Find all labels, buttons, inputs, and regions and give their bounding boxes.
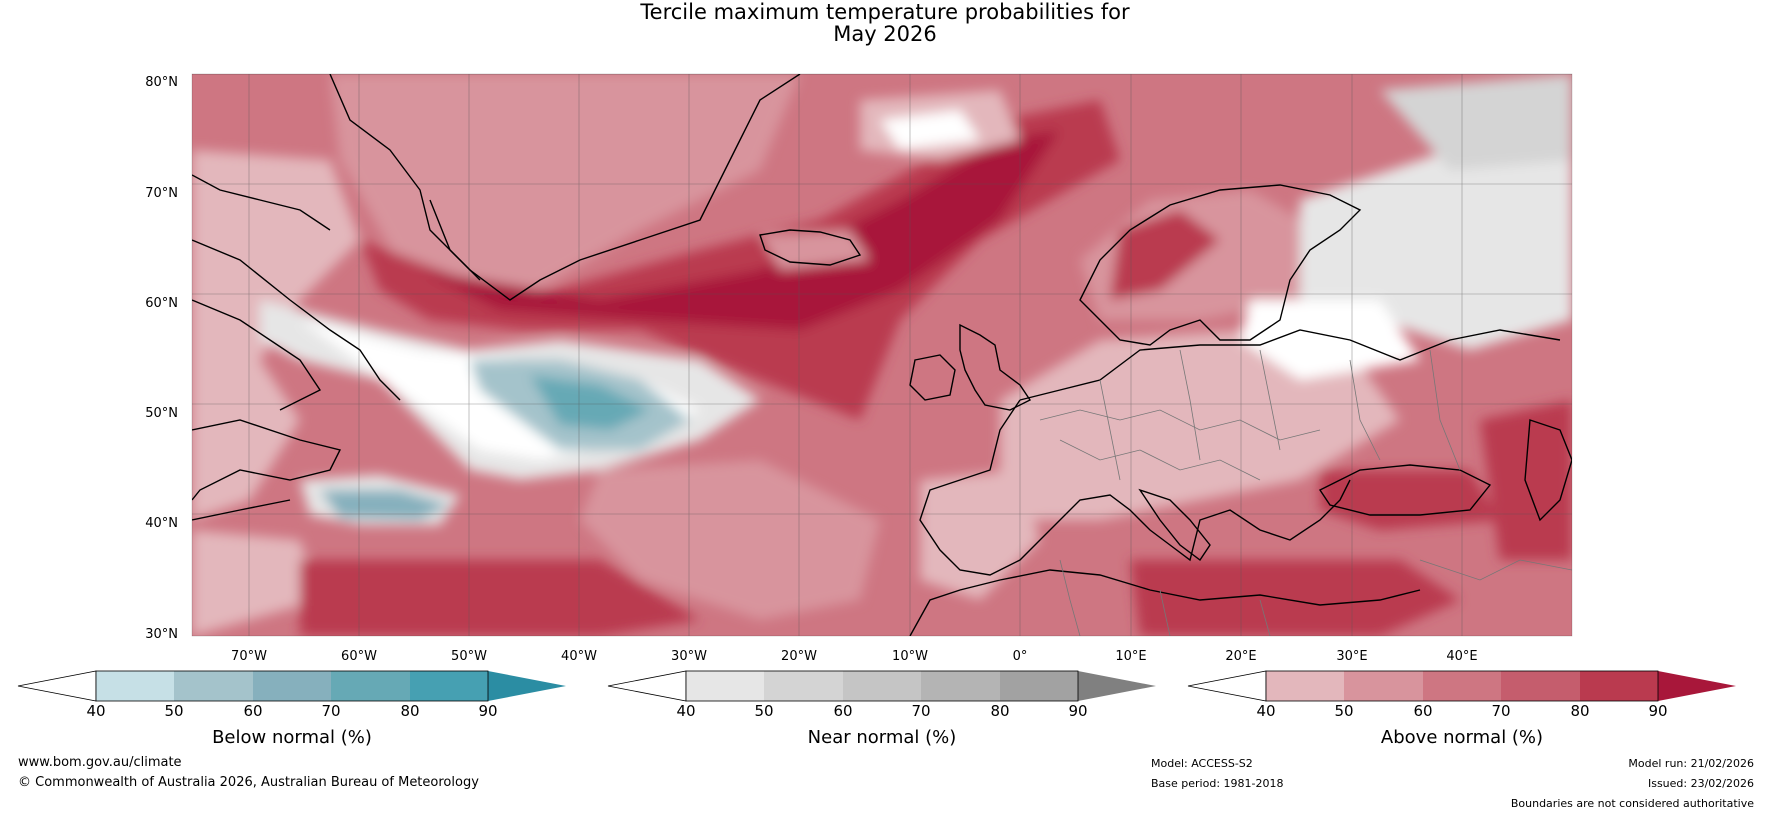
lat-label-70n: 70°N [145,186,178,201]
near-normal-tick: 50 [754,702,774,720]
colorbar-near-normal-swatch-5 [1000,671,1078,701]
below-normal-tick: 50 [164,702,184,720]
below-normal-tick: 80 [400,702,420,720]
colorbar-above-normal-swatch-2 [1344,671,1423,701]
lon-label-10e: 10°E [1115,649,1147,664]
bom-website-link[interactable]: www.bom.gov.au/climate [18,755,182,770]
colorbar-near-normal [607,670,1156,702]
lon-label-30e: 30°E [1336,649,1368,664]
colorbar-near-normal-swatch-3 [843,671,921,701]
lat-label-30n: 30°N [145,627,178,642]
near-normal-tick: 90 [1068,702,1088,720]
near-normal-tick: 40 [676,702,696,720]
coastlines [192,74,1572,636]
colorbar-above-normal-swatch-5 [1580,671,1658,701]
lat-label-40n: 40°N [145,516,178,531]
near-normal-tick: 70 [911,702,931,720]
lon-label-50w: 50°W [451,649,487,664]
colorbar-above-normal-swatch-over [1658,671,1736,701]
colorbar-near-normal-swatch-1 [686,671,764,701]
colorbar-near-normal-swatch-2 [764,671,843,701]
lon-label-70w: 70°W [231,649,267,664]
colorbar-below-normal-swatch-4 [331,671,410,701]
below-normal-tick: 70 [321,702,341,720]
below-normal-title: Below normal (%) [212,727,372,748]
above-normal-tick: 90 [1648,702,1668,720]
colorbar-above-normal-swatch-1 [1266,671,1344,701]
model-name: Model: ACCESS-S2 [1151,757,1253,770]
probability-field [192,74,1572,636]
lon-label-30w: 30°W [671,649,707,664]
colorbar-near-normal-swatch-under [607,670,687,702]
above-normal-tick: 40 [1256,702,1276,720]
lon-label-20e: 20°E [1225,649,1257,664]
lon-label-0: 0° [1012,649,1028,664]
map-title-line1: Tercile maximum temperature probabilitie… [640,0,1130,24]
near-normal-tick: 60 [833,702,853,720]
colorbar-near-normal-swatch-4 [921,671,1000,701]
colorbar-below-normal [17,670,566,702]
colorbar-below-normal-swatch-3 [253,671,331,701]
lon-label-60w: 60°W [341,649,377,664]
colorbar-below-normal-swatch-5 [410,671,488,701]
above-normal-tick: 50 [1334,702,1354,720]
below-normal-tick: 90 [478,702,498,720]
above-normal-title: Above normal (%) [1380,727,1544,748]
colorbar-above-normal-swatch-under [1187,670,1267,702]
copyright-text: © Commonwealth of Australia 2026, Austra… [18,775,479,790]
colorbar-above-normal-swatch-3 [1423,671,1501,701]
colorbar-above-normal-swatch-4 [1501,671,1580,701]
lon-label-20w: 20°W [781,649,817,664]
colorbar-above-normal [1187,670,1736,702]
above-normal-tick: 60 [1413,702,1433,720]
lat-label-50n: 50°N [145,406,178,421]
colorbar-below-normal-swatch-2 [174,671,253,701]
colorbar-below-normal-swatch-over [488,671,566,701]
above-normal-tick: 80 [1570,702,1590,720]
near-normal-title: Near normal (%) [807,727,957,748]
lon-label-40w: 40°W [561,649,597,664]
near-normal-tick: 80 [990,702,1010,720]
below-normal-tick: 60 [243,702,263,720]
colorbar-below-normal-swatch-1 [96,671,174,701]
above-normal-tick: 70 [1491,702,1511,720]
base-period: Base period: 1981-2018 [1151,777,1284,790]
lon-label-10w: 10°W [892,649,928,664]
lat-label-80n: 80°N [145,75,178,90]
lat-label-60n: 60°N [145,296,178,311]
colorbar-below-normal-swatch-under [17,670,97,702]
colorbar-near-normal-swatch-over [1078,671,1156,701]
map-title-line2: May 2026 [833,22,937,46]
lon-label-40e: 40°E [1446,649,1478,664]
issued-date: Issued: 23/02/2026 [1647,777,1754,790]
model-run-date: Model run: 21/02/2026 [1628,757,1754,770]
boundaries-disclaimer: Boundaries are not considered authoritat… [1510,797,1754,810]
below-normal-tick: 40 [86,702,106,720]
